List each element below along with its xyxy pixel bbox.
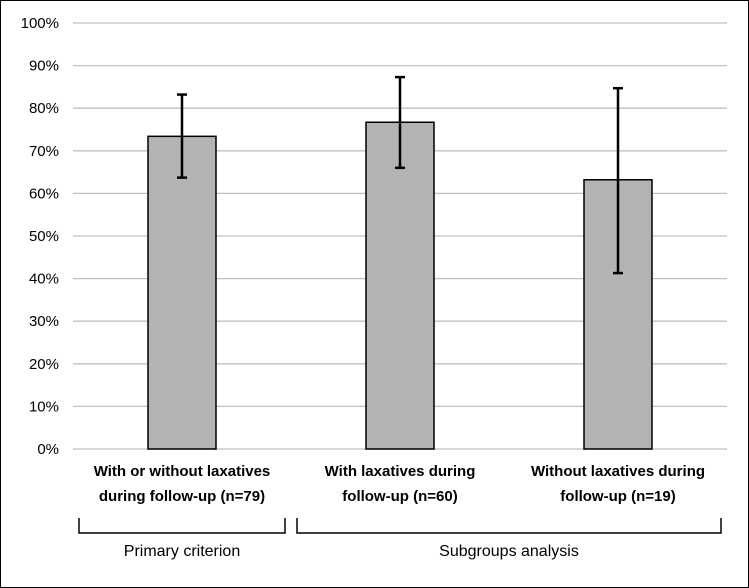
category-label-line: Without laxatives during <box>531 463 705 480</box>
x-axis-category-labels: With or without laxatives during follow-u… <box>94 463 705 505</box>
category-groups: Primary criterion Subgroups analysis <box>78 518 722 560</box>
category-label-1: With laxatives during follow-up (n=60) <box>325 463 476 505</box>
bar-0 <box>147 135 217 450</box>
y-tick-label-70: 70% <box>29 143 59 160</box>
error-bar-0 <box>177 93 187 179</box>
category-label-line: follow-up (n=60) <box>342 488 457 505</box>
y-tick-label-0: 0% <box>37 441 59 458</box>
category-label-line: during follow-up (n=79) <box>99 488 265 505</box>
y-axis-tick-labels: 0% 10% 20% 30% 40% 50% 60% 70% 80% 90% 100% <box>21 15 59 458</box>
y-tick-label-10: 10% <box>29 398 59 415</box>
group-bracket-1 <box>296 518 722 534</box>
bars <box>147 121 653 450</box>
group-label-1: Subgroups analysis <box>439 543 579 560</box>
category-label-line: With laxatives during <box>325 463 476 480</box>
group-label-0: Primary criterion <box>124 543 240 560</box>
group-bracket-0 <box>78 518 286 534</box>
error-bar-1 <box>395 75 405 170</box>
bar-1 <box>365 121 435 450</box>
category-label-line: follow-up (n=19) <box>560 488 675 505</box>
group-1: Subgroups analysis <box>296 518 722 560</box>
category-label-line: With or without laxatives <box>94 463 271 480</box>
y-tick-label-30: 30% <box>29 313 59 330</box>
y-tick-label-90: 90% <box>29 58 59 75</box>
error-bars <box>177 75 623 275</box>
y-tick-label-100: 100% <box>21 15 59 32</box>
y-tick-label-60: 60% <box>29 185 59 202</box>
category-label-2: Without laxatives during follow-up (n=19) <box>531 463 705 505</box>
y-tick-label-40: 40% <box>29 271 59 288</box>
y-tick-label-80: 80% <box>29 100 59 117</box>
y-tick-label-50: 50% <box>29 228 59 245</box>
category-label-0: With or without laxatives during follow-u… <box>94 463 271 505</box>
group-0: Primary criterion <box>78 518 286 560</box>
error-bar-2 <box>613 86 623 275</box>
y-tick-label-20: 20% <box>29 356 59 373</box>
